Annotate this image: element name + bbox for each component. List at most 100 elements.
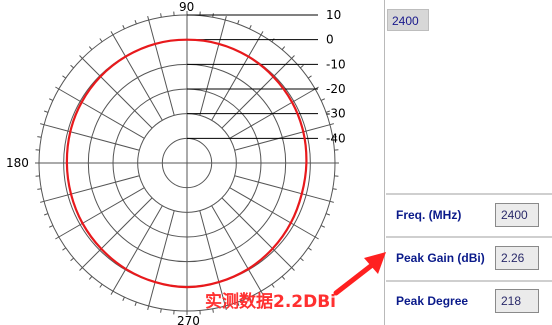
grid-spoke xyxy=(148,19,175,116)
grid-tick xyxy=(79,55,83,59)
grid-spoke xyxy=(43,124,140,151)
grid-tick xyxy=(70,64,74,69)
grid-tick xyxy=(224,305,227,310)
grid-tick xyxy=(325,110,331,113)
freq-label: Freq. (MHz) xyxy=(390,198,492,232)
grid-tick xyxy=(237,301,240,307)
freq-value-field[interactable]: 2400 xyxy=(495,203,539,227)
radial-tick-label: -10 xyxy=(326,57,346,71)
grid-tick xyxy=(325,213,331,216)
grid-spoke xyxy=(58,88,145,139)
peak-gain-row: Peak Gain (dBi) 2.26 xyxy=(390,241,550,275)
radial-tick-lines xyxy=(187,14,318,139)
grid-tick xyxy=(291,267,295,271)
peak-degree-label: Peak Degree xyxy=(390,284,492,318)
angle-label: 180 xyxy=(6,156,29,170)
grid-tick xyxy=(307,75,312,79)
grid-spoke xyxy=(234,124,331,151)
grid-tick xyxy=(271,283,275,288)
grid-tick xyxy=(160,308,162,313)
grid-tick xyxy=(300,257,304,262)
grid-tick xyxy=(320,225,325,228)
grid-spoke xyxy=(112,205,163,292)
grid-tick xyxy=(291,55,295,59)
grid-tick xyxy=(224,16,227,21)
grid-tick xyxy=(147,305,150,310)
grid-spoke xyxy=(148,210,175,307)
radial-tick-labels: 10 0 -10 -20 -30 -40 xyxy=(326,8,346,145)
grid-tick xyxy=(249,296,252,301)
peak-degree-row: Peak Degree 218 xyxy=(390,284,550,318)
grid-spoke xyxy=(211,34,262,121)
grid-tick xyxy=(40,200,45,203)
arrow-icon xyxy=(333,252,386,296)
grid-tick xyxy=(62,247,67,251)
grid-tick xyxy=(134,301,137,307)
grid-spoke xyxy=(43,175,140,202)
grid-tick xyxy=(147,16,150,21)
grid-tick xyxy=(99,38,103,43)
grid-tick xyxy=(37,188,42,190)
info-panel xyxy=(384,0,552,325)
angle-label: 270 xyxy=(177,314,200,325)
polar-plot: 10 0 -10 -20 -30 -40 90 180 270 xyxy=(6,0,346,325)
panel-divider xyxy=(386,280,552,282)
polar-grid xyxy=(35,11,339,315)
grid-tick xyxy=(332,188,337,190)
grid-tick xyxy=(55,86,60,90)
grid-tick xyxy=(40,123,45,126)
grid-spoke xyxy=(112,34,163,121)
grid-tick xyxy=(70,257,74,262)
grid-tick xyxy=(122,296,125,301)
grid-tick xyxy=(55,236,60,240)
frequency-display: 2400 xyxy=(387,9,429,31)
panel-divider xyxy=(386,193,552,195)
grid-spoke xyxy=(211,205,262,292)
grid-tick xyxy=(329,123,334,126)
grid-spoke xyxy=(229,187,316,238)
grid-tick xyxy=(260,290,264,295)
grid-spoke xyxy=(221,57,293,129)
grid-tick xyxy=(300,64,304,69)
grid-spoke xyxy=(221,197,293,269)
grid-tick xyxy=(122,25,125,30)
grid-tick xyxy=(88,46,93,50)
grid-tick xyxy=(110,290,114,295)
grid-tick xyxy=(332,136,337,138)
grid-tick xyxy=(320,98,325,101)
grid-tick xyxy=(110,31,114,36)
radial-tick-label: 10 xyxy=(326,8,341,22)
grid-spoke xyxy=(199,19,226,116)
panel-divider xyxy=(386,236,552,238)
grid-tick xyxy=(329,200,334,203)
grid-tick xyxy=(260,31,264,36)
grid-tick xyxy=(79,267,83,271)
grid-tick xyxy=(160,13,162,18)
angle-labels: 90 180 270 xyxy=(6,0,200,325)
grid-tick xyxy=(307,247,312,251)
peak-degree-value-field[interactable]: 218 xyxy=(495,289,539,313)
grid-tick xyxy=(212,308,214,313)
radial-tick-label: 0 xyxy=(326,33,334,47)
radial-tick-label: -30 xyxy=(326,107,346,121)
gain-series xyxy=(65,38,308,289)
grid-tick xyxy=(88,276,93,280)
grid-tick xyxy=(281,276,286,280)
peak-gain-value-field[interactable]: 2.26 xyxy=(495,246,539,270)
radial-tick-label: -20 xyxy=(326,82,346,96)
grid-spoke xyxy=(58,187,145,238)
peak-gain-label: Peak Gain (dBi) xyxy=(390,241,492,275)
grid-tick xyxy=(43,110,49,113)
grid-tick xyxy=(134,19,137,25)
grid-tick xyxy=(237,19,240,25)
radial-tick-label: -40 xyxy=(326,131,346,145)
grid-tick xyxy=(43,213,49,216)
grid-tick xyxy=(314,236,319,240)
measured-data-annotation: 实测数据2.2DBi xyxy=(205,292,337,312)
grid-tick xyxy=(37,136,42,138)
grid-tick xyxy=(249,25,252,30)
grid-tick xyxy=(49,225,54,228)
freq-row: Freq. (MHz) 2400 xyxy=(390,198,550,232)
grid-spoke xyxy=(81,57,153,129)
grid-spoke xyxy=(234,175,331,202)
